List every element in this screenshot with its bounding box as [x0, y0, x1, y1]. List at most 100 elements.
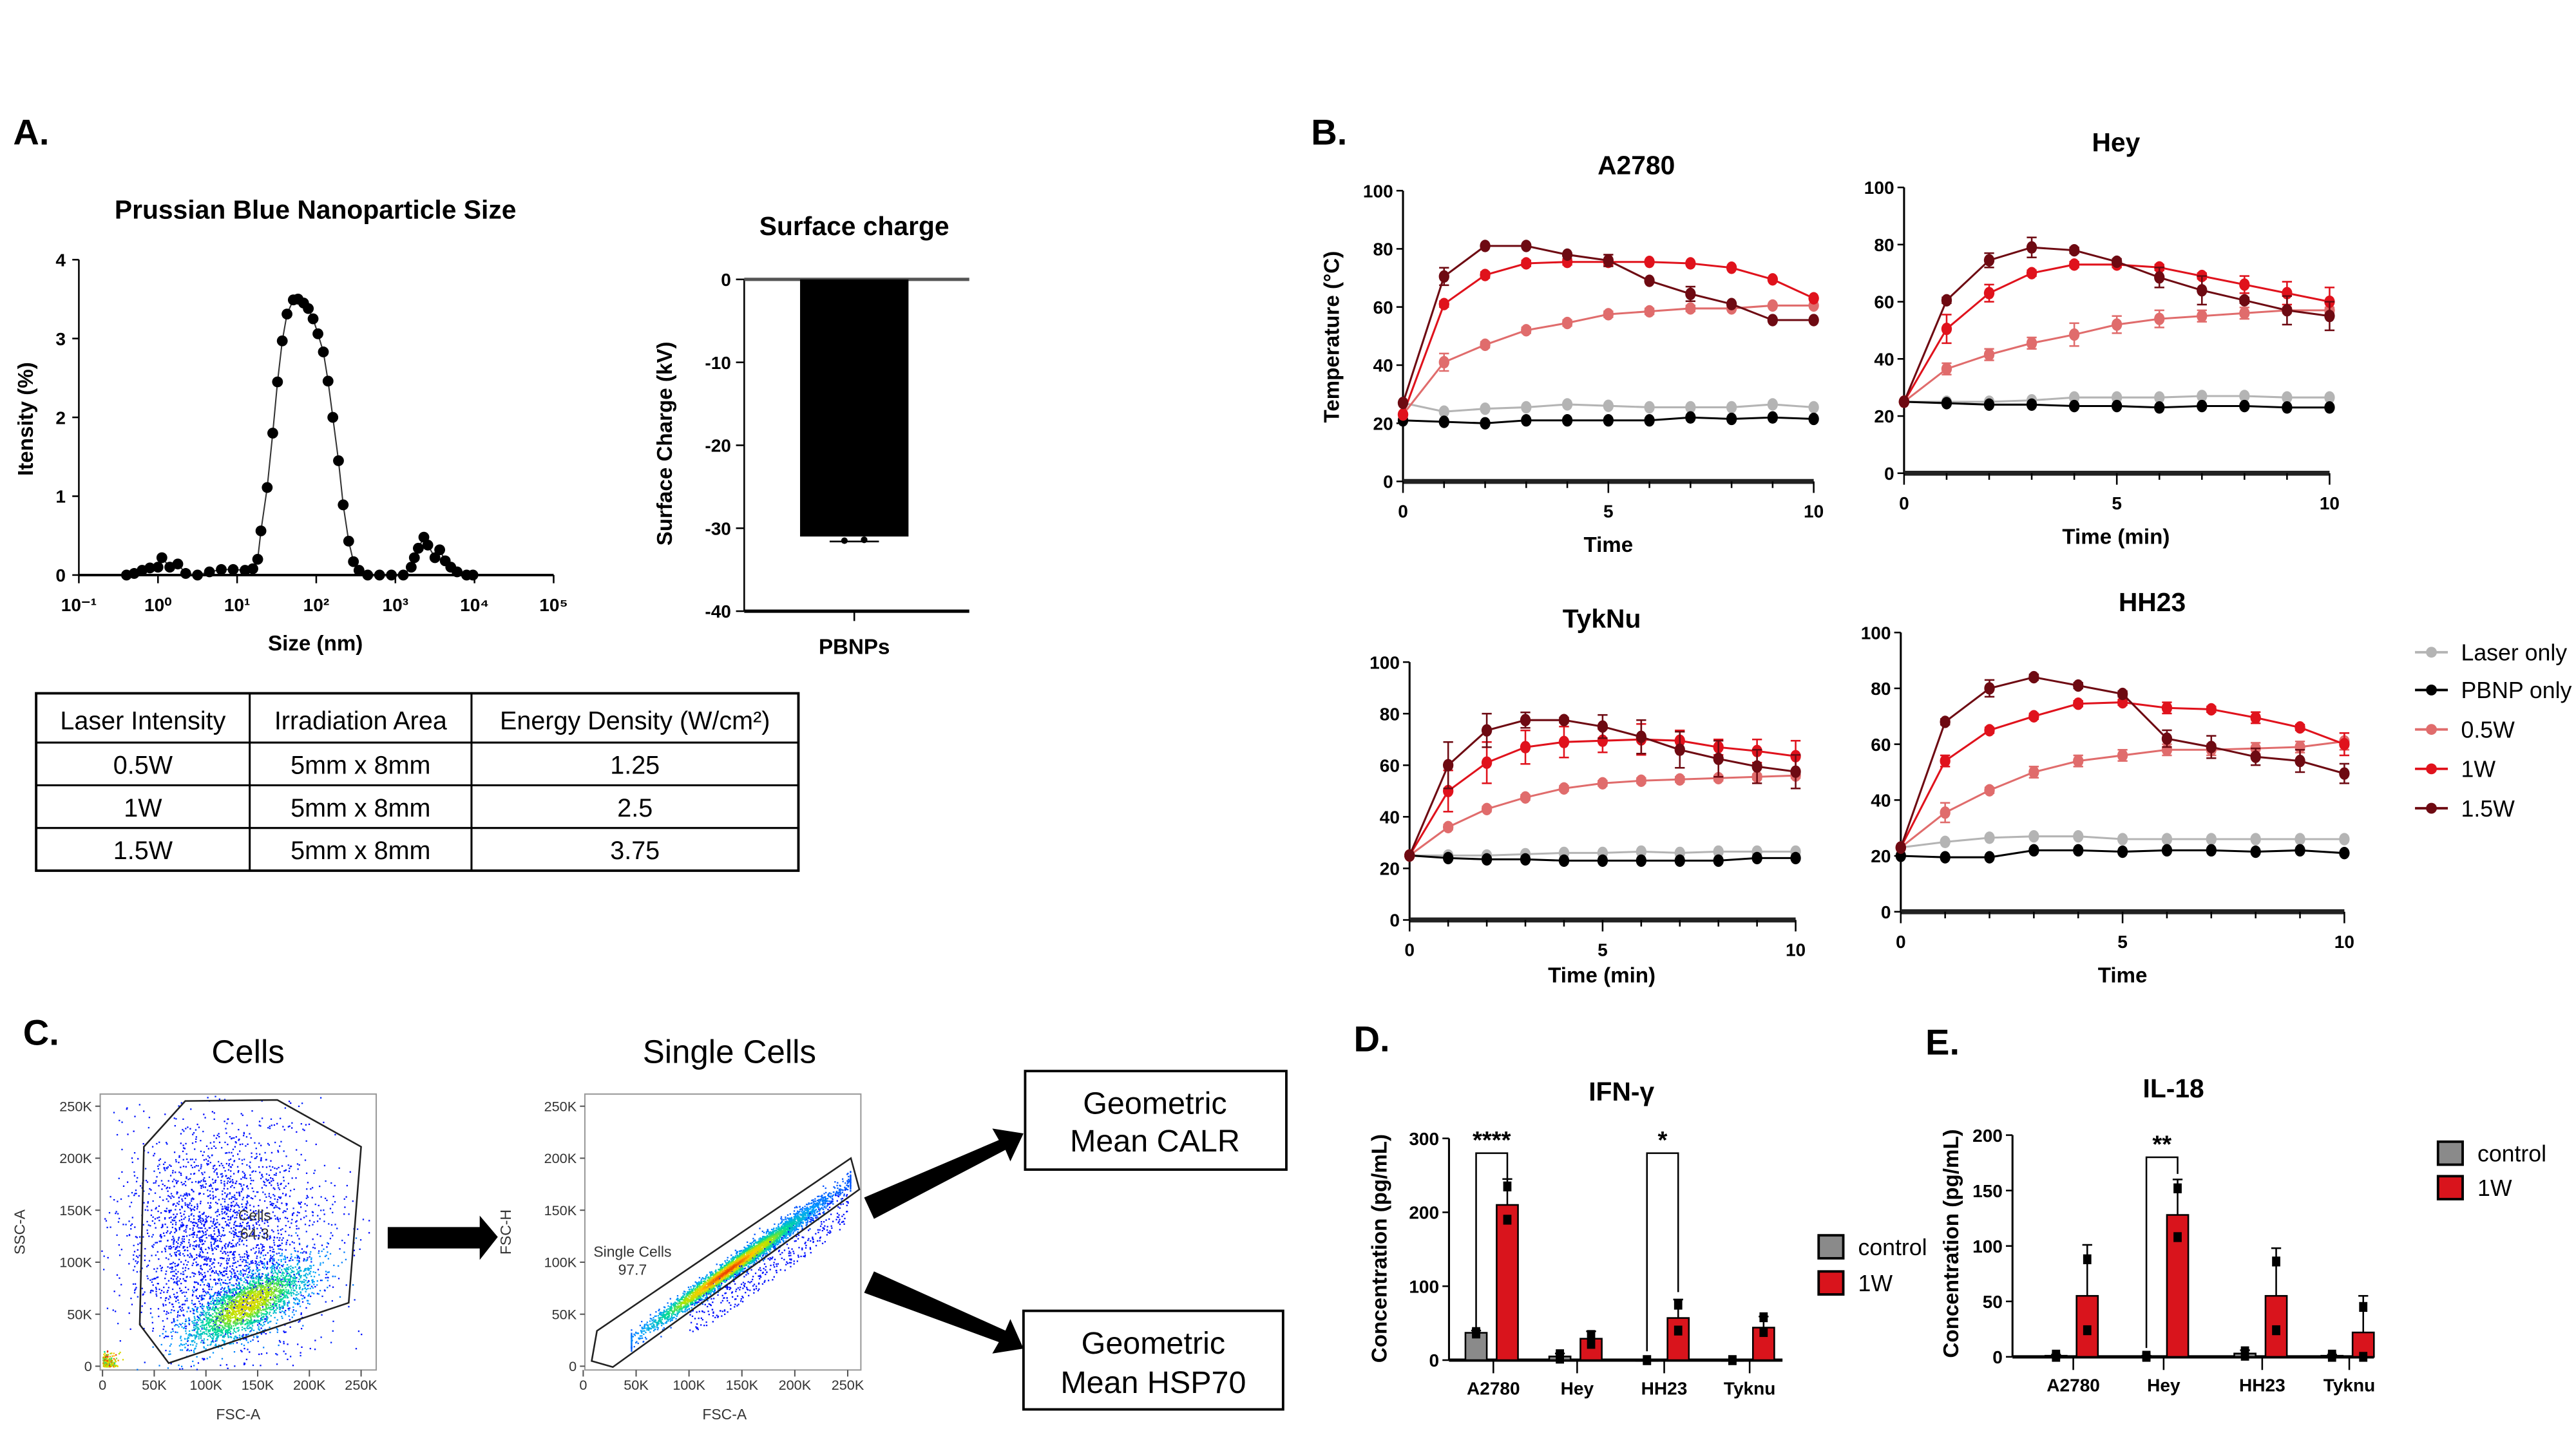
event-dot — [206, 1284, 208, 1287]
y-tick-label: 20 — [1373, 413, 1393, 433]
y-tick-label: 20 — [1871, 846, 1891, 866]
event-dot — [224, 1208, 226, 1209]
event-dot — [303, 1281, 305, 1283]
event-dot — [247, 1306, 250, 1309]
event-dot — [146, 1220, 148, 1223]
event-dot — [230, 1138, 233, 1140]
y-tick-label: 100 — [1864, 178, 1894, 198]
data-point — [2026, 267, 2037, 279]
event-dot — [189, 1234, 191, 1236]
event-dot — [228, 1151, 230, 1153]
event-dot — [291, 1267, 294, 1269]
data-point — [1767, 398, 1779, 411]
event-dot — [225, 1314, 227, 1316]
event-dot — [263, 1309, 265, 1311]
event-dot — [215, 1248, 217, 1250]
event-dot — [310, 1251, 312, 1253]
legend-label: 1.5W — [2461, 796, 2515, 822]
event-dot — [166, 1208, 168, 1209]
event-dot — [287, 1307, 289, 1310]
event-dot — [272, 1264, 274, 1266]
event-dot — [159, 1265, 161, 1267]
event-dot — [277, 1275, 279, 1278]
event-dot — [243, 1299, 245, 1301]
event-dot — [277, 1150, 279, 1151]
event-dot — [199, 1202, 202, 1204]
event-dot — [265, 1276, 267, 1278]
event-dot — [225, 1329, 227, 1331]
event-dot — [169, 1353, 171, 1355]
event-dot — [260, 1318, 262, 1320]
event-dot — [233, 1312, 235, 1314]
event-dot — [247, 1255, 249, 1258]
event-dot — [283, 1291, 285, 1294]
event-dot — [224, 1321, 226, 1324]
event-dot — [269, 1259, 271, 1261]
event-dot — [219, 1312, 221, 1314]
event-dot — [207, 1321, 209, 1323]
event-dot — [280, 1259, 282, 1261]
event-dot — [113, 1198, 115, 1201]
event-dot — [200, 1330, 202, 1332]
event-dot — [247, 1282, 249, 1285]
data-point — [204, 566, 215, 578]
event-dot — [229, 1192, 231, 1194]
event-dot — [249, 1296, 251, 1298]
event-dot — [225, 1247, 227, 1249]
event-dot — [185, 1332, 187, 1334]
replicate-point — [1643, 1355, 1652, 1365]
data-point — [1767, 299, 1779, 312]
event-dot — [274, 1167, 276, 1170]
panel-label-e: E. — [1925, 1022, 1960, 1063]
event-dot — [175, 1282, 177, 1284]
event-dot — [224, 1121, 225, 1122]
event-dot — [202, 1218, 204, 1220]
event-dot — [286, 1208, 288, 1210]
event-dot — [222, 1309, 224, 1311]
event-dot — [172, 1203, 175, 1205]
event-dot — [285, 1169, 287, 1171]
event-dot — [287, 1278, 289, 1280]
event-dot — [311, 1292, 313, 1294]
event-dot — [215, 1338, 217, 1340]
event-dot — [300, 1153, 302, 1156]
event-dot — [177, 1271, 179, 1273]
event-dot — [213, 1242, 216, 1244]
event-dot — [293, 1282, 296, 1283]
event-dot — [130, 1297, 132, 1300]
event-dot — [215, 1202, 217, 1204]
event-dot — [295, 1286, 297, 1288]
event-dot — [144, 1302, 146, 1304]
event-dot — [326, 1199, 328, 1202]
replicate-point — [2272, 1325, 2280, 1336]
event-dot — [247, 1222, 249, 1224]
event-dot — [305, 1273, 307, 1274]
event-dot — [216, 1134, 218, 1137]
event-dot — [237, 1153, 239, 1155]
event-dot — [222, 1290, 224, 1292]
event-dot — [298, 1212, 300, 1214]
event-dot — [263, 1291, 265, 1293]
event-dot — [193, 1365, 195, 1367]
event-dot — [215, 1340, 216, 1342]
event-dot — [224, 1330, 227, 1332]
event-dot — [220, 1271, 222, 1274]
event-dot — [206, 1333, 208, 1336]
event-dot — [220, 1334, 222, 1336]
event-dot — [258, 1235, 260, 1236]
event-dot — [230, 1295, 232, 1297]
event-dot — [269, 1201, 271, 1203]
event-dot — [192, 1229, 194, 1231]
data-point — [1674, 854, 1685, 867]
event-dot — [242, 1300, 244, 1302]
event-dot — [236, 1301, 238, 1303]
data-point — [1984, 851, 1995, 864]
event-dot — [312, 1287, 314, 1289]
event-dot — [186, 1192, 187, 1194]
event-dot — [210, 1217, 212, 1218]
data-point — [2028, 710, 2039, 723]
event-dot — [169, 1209, 171, 1211]
event-dot — [269, 1291, 271, 1293]
event-dot — [236, 1321, 238, 1323]
event-dot — [215, 1272, 217, 1274]
